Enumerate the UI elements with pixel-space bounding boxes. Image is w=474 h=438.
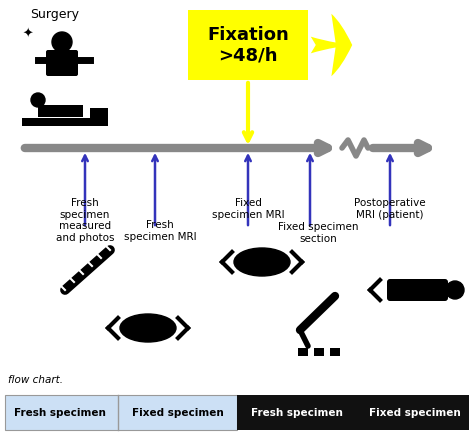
FancyBboxPatch shape [188, 10, 308, 80]
Circle shape [31, 93, 45, 107]
FancyBboxPatch shape [22, 118, 102, 126]
Ellipse shape [120, 314, 176, 342]
Text: Fixed specimen: Fixed specimen [369, 407, 461, 417]
FancyBboxPatch shape [46, 50, 78, 76]
Text: Fresh specimen: Fresh specimen [251, 407, 343, 417]
FancyBboxPatch shape [90, 108, 108, 126]
Text: Fresh
specimen MRI: Fresh specimen MRI [124, 220, 196, 242]
Text: Postoperative
MRI (patient): Postoperative MRI (patient) [354, 198, 426, 219]
FancyBboxPatch shape [38, 105, 83, 117]
Ellipse shape [234, 248, 290, 276]
FancyBboxPatch shape [314, 348, 324, 356]
Circle shape [52, 32, 72, 52]
Text: Fresh specimen: Fresh specimen [14, 407, 106, 417]
FancyBboxPatch shape [237, 395, 469, 430]
Text: flow chart.: flow chart. [8, 375, 63, 385]
FancyBboxPatch shape [387, 279, 448, 301]
Text: Fixed specimen: Fixed specimen [132, 407, 224, 417]
Text: Surgery: Surgery [30, 8, 80, 21]
Text: Fixed specimen
section: Fixed specimen section [278, 222, 358, 244]
Text: Fresh
specimen
measured
and photos: Fresh specimen measured and photos [56, 198, 114, 243]
Text: Fixed
specimen MRI: Fixed specimen MRI [212, 198, 284, 219]
Text: Fixation
>48/h: Fixation >48/h [207, 25, 289, 64]
Text: ✦: ✦ [23, 28, 33, 41]
Circle shape [446, 281, 464, 299]
FancyBboxPatch shape [5, 395, 237, 430]
FancyBboxPatch shape [298, 348, 308, 356]
FancyBboxPatch shape [330, 348, 340, 356]
